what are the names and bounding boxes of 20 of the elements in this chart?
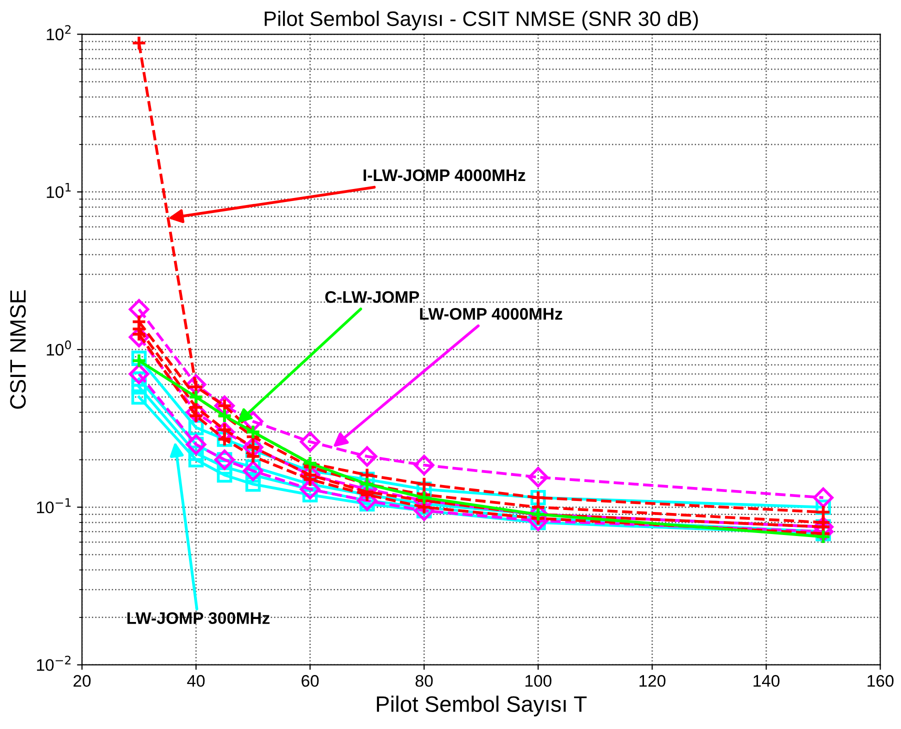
- annotation: LW-OMP 4000MHz: [420, 308, 562, 320]
- y-tick-label: 10$^{−2}$: [37, 656, 70, 671]
- x-tick-label: 20: [74, 675, 91, 687]
- chart-title: Pilot Sembol Sayısı - CSIT NMSE (SNR 30 dB): [264, 10, 698, 30]
- x-tick-label: 100: [526, 675, 552, 687]
- x-tick-label: 80: [416, 675, 433, 687]
- y-axis-title: CSIT NMSE: [10, 290, 26, 409]
- x-tick-label: 60: [302, 675, 319, 687]
- x-tick-label: 160: [868, 675, 894, 687]
- annotation: C-LW-JOMP: [325, 291, 420, 303]
- y-tick-label: 10$^{1}$: [46, 182, 71, 198]
- x-axis-title: Pilot Sembol Sayısı T: [376, 696, 587, 716]
- y-tick-label: 10$^{0}$: [46, 340, 71, 356]
- annotation: LW-JOMP 300MHz: [127, 612, 270, 624]
- annotation: I-LW-JOMP 4000MHz: [364, 169, 526, 182]
- x-tick-label: 40: [187, 675, 205, 687]
- x-tick-label: 140: [754, 675, 780, 687]
- y-tick-label: 10$^{2}$: [46, 25, 71, 40]
- x-tick-label: 120: [640, 675, 666, 687]
- y-tick-label: 10$^{−1}$: [37, 498, 71, 514]
